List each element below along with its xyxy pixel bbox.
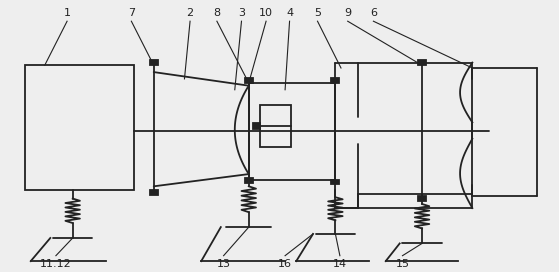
Text: 6: 6 xyxy=(370,8,377,18)
Bar xyxy=(245,178,253,183)
Text: 2: 2 xyxy=(187,8,193,18)
Text: 11.12: 11.12 xyxy=(40,259,72,269)
Text: 4: 4 xyxy=(286,8,293,18)
Text: 16: 16 xyxy=(278,259,292,269)
Text: 1: 1 xyxy=(64,8,70,18)
Text: 5: 5 xyxy=(314,8,321,18)
Bar xyxy=(150,190,158,195)
Bar xyxy=(253,122,260,129)
Text: 3: 3 xyxy=(238,8,245,18)
Bar xyxy=(249,83,335,180)
Text: 13: 13 xyxy=(216,259,231,269)
Text: 15: 15 xyxy=(395,259,410,269)
Bar xyxy=(418,196,426,201)
Text: 7: 7 xyxy=(128,8,135,18)
Bar xyxy=(331,78,339,83)
Bar xyxy=(418,60,426,65)
Text: 9: 9 xyxy=(344,8,351,18)
Text: 8: 8 xyxy=(214,8,220,18)
Bar xyxy=(331,180,339,184)
Text: 10: 10 xyxy=(259,8,273,18)
Bar xyxy=(25,65,134,190)
Text: 14: 14 xyxy=(333,259,347,269)
Bar xyxy=(260,105,291,147)
Bar xyxy=(150,60,158,65)
Bar xyxy=(245,78,253,83)
